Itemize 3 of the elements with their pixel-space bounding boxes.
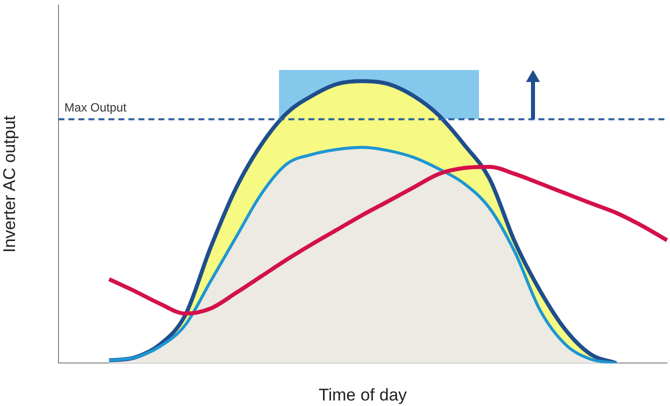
x-axis-title: Time of day	[318, 385, 408, 404]
ref-line-label: Max Output	[64, 100, 128, 115]
y-axis-title: Inverter AC output	[0, 115, 19, 253]
